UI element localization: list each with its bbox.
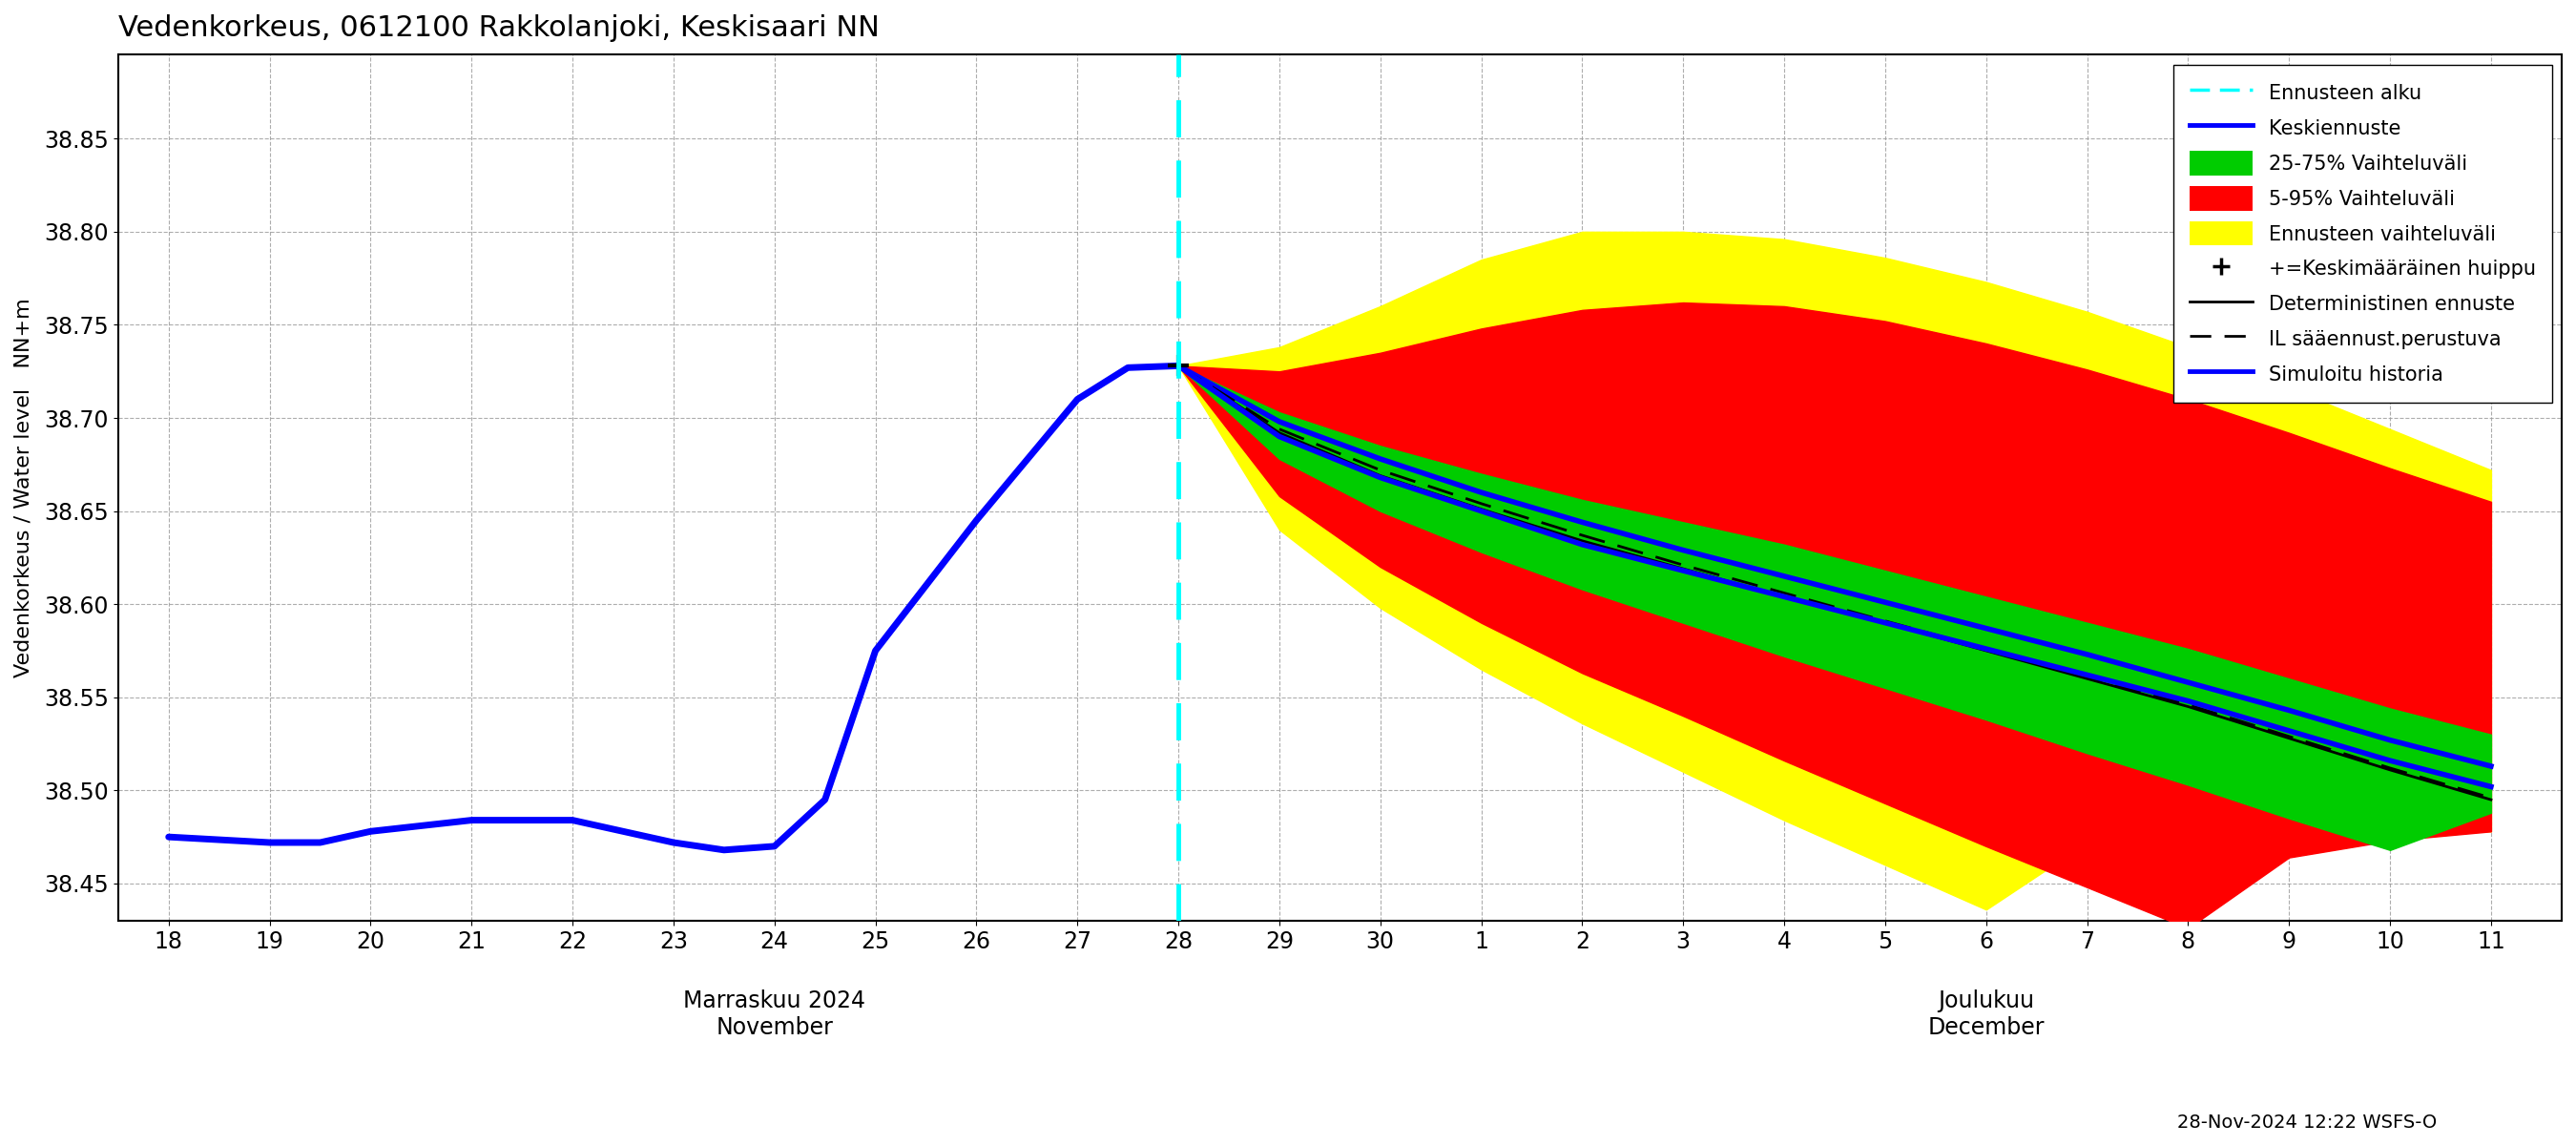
Text: Marraskuu 2024
November: Marraskuu 2024 November — [683, 989, 866, 1040]
Text: 28-Nov-2024 12:22 WSFS-O: 28-Nov-2024 12:22 WSFS-O — [2177, 1113, 2437, 1131]
Legend: Ennusteen alku, Keskiennuste, 25-75% Vaihteluväli, 5-95% Vaihteluväli, Ennusteen: Ennusteen alku, Keskiennuste, 25-75% Vai… — [2174, 65, 2553, 402]
Text: Vedenkorkeus, 0612100 Rakkolanjoki, Keskisaari NN: Vedenkorkeus, 0612100 Rakkolanjoki, Kesk… — [118, 14, 878, 42]
Y-axis label: Vedenkorkeus / Water level   NN+m: Vedenkorkeus / Water level NN+m — [15, 298, 33, 678]
Text: Joulukuu
December: Joulukuu December — [1927, 989, 2045, 1040]
